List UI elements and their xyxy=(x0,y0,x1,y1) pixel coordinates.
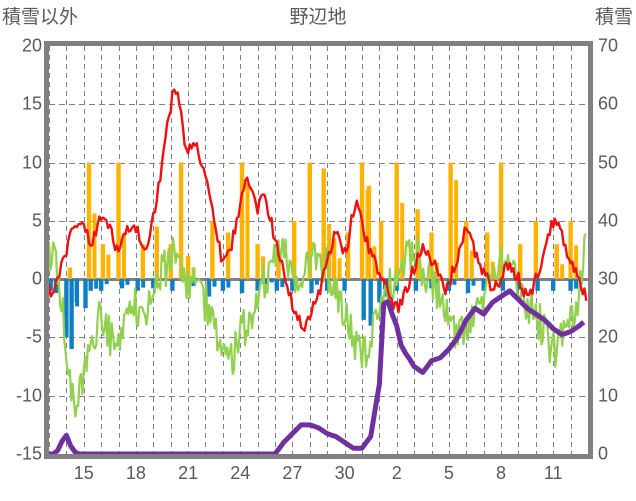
y-axis-left-tick: 10 xyxy=(21,152,42,173)
x-axis-tick: 11 xyxy=(543,463,563,483)
y-axis-left-tick: -15 xyxy=(15,443,42,464)
y-axis-right-tick: 40 xyxy=(598,210,619,231)
x-axis-tick: 2 xyxy=(391,463,402,483)
x-axis-tick: 8 xyxy=(496,463,507,483)
y-axis-right-tick: 50 xyxy=(598,152,619,173)
x-axis-tick: 24 xyxy=(230,463,251,483)
y-axis-right-tick: 20 xyxy=(598,326,619,347)
y-axis-left-tick: 15 xyxy=(21,93,42,114)
y-axis-right-tick: 0 xyxy=(598,443,609,464)
x-axis-tick: 5 xyxy=(443,463,454,483)
x-axis-tick: 15 xyxy=(73,463,94,483)
x-axis-tick: 18 xyxy=(125,463,146,483)
plot-area xyxy=(44,41,593,459)
y-axis-right-tick: 60 xyxy=(598,93,619,114)
y-axis-left-tick: 5 xyxy=(31,210,42,231)
y-axis-left-tick: 20 xyxy=(21,35,42,56)
x-axis-tick: 27 xyxy=(282,463,303,483)
y-axis-left-tick: 0 xyxy=(31,268,42,289)
right-axis-title: 積雪 xyxy=(594,7,633,28)
chart-title: 野辺地 xyxy=(289,7,347,28)
y-axis-right-tick: 70 xyxy=(598,35,619,56)
y-axis-left-tick: -10 xyxy=(15,385,42,406)
left-axis-title: 積雪以外 xyxy=(2,7,79,28)
y-axis-left-tick: -5 xyxy=(25,326,42,347)
y-axis-right-tick: 10 xyxy=(598,385,619,406)
y-axis-right-tick: 30 xyxy=(598,268,619,289)
x-axis-tick: 30 xyxy=(334,463,355,483)
series-layer xyxy=(49,88,588,454)
x-axis-tick: 21 xyxy=(178,463,199,483)
